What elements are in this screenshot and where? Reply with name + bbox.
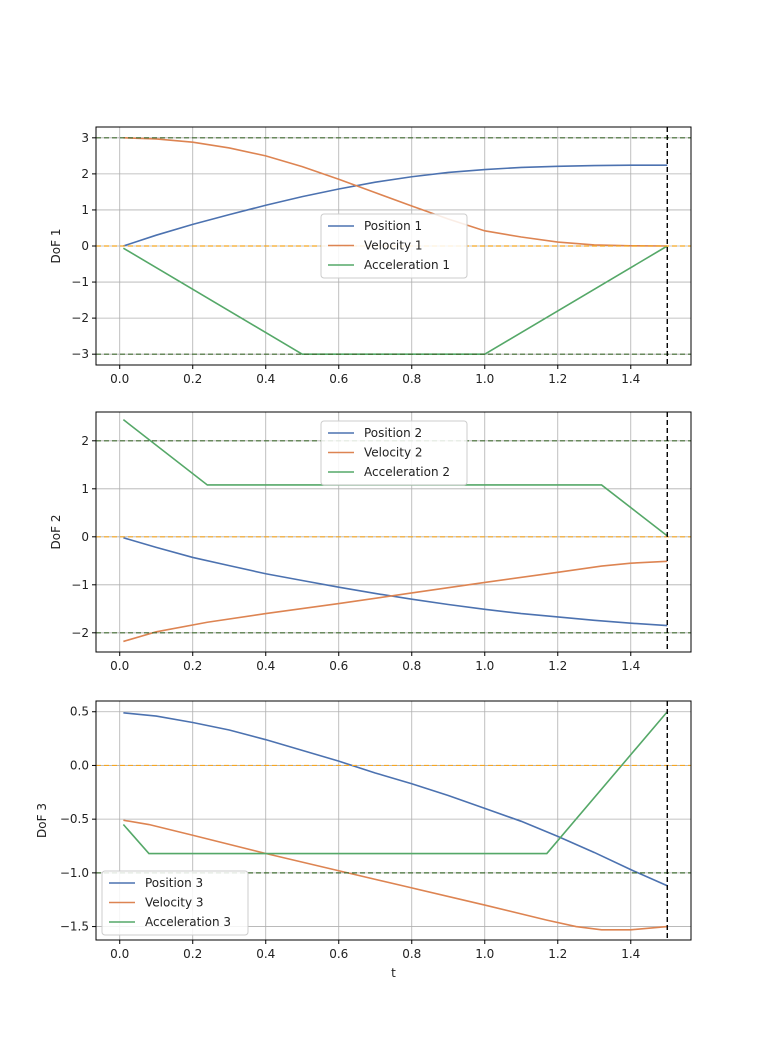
subplot-3: 0.0 0.2 0.4 0.6 0.8 1.0 1.2 1.4 −1.5 −1.0 −0.5 0.0 0… <box>35 700 692 980</box>
y-tick-label: −1.5 <box>60 920 89 934</box>
y-axis-label: DoF 2 <box>49 515 63 550</box>
axes-frame <box>95 411 692 653</box>
y-axis-label: DoF 3 <box>35 803 49 838</box>
legend-label: Acceleration 2 <box>364 465 450 479</box>
legend-label: Acceleration 1 <box>364 258 450 272</box>
subplot-2: 0.0 0.2 0.4 0.6 0.8 1.0 1.2 1.4 −2 −1 0 1 2 DoF 2 Posi… <box>49 411 692 673</box>
x-tick-label: 0.2 <box>183 947 202 961</box>
y-axis-label: DoF 1 <box>49 229 63 264</box>
series-line-acceleration-3 <box>122 711 668 855</box>
x-tick-label: 0.4 <box>256 372 275 386</box>
legend-label: Position 2 <box>364 426 422 440</box>
x-tick-label: 1.2 <box>548 659 567 673</box>
y-tick-label: 0.0 <box>70 758 89 772</box>
y-tick-label: 0.5 <box>70 705 89 719</box>
y-tick-label: −3 <box>71 347 89 361</box>
y-tick-label: −1 <box>71 578 89 592</box>
legend-label: Velocity 1 <box>364 239 423 253</box>
y-tick-label: 2 <box>81 167 89 181</box>
x-tick-label: 1.2 <box>548 372 567 386</box>
legend-box <box>101 870 249 936</box>
subplot-1: 0.0 0.2 0.4 0.6 0.8 1.0 1.2 1.4 −3 −2 −1 0 1 2 3 DoF 1 P… <box>49 126 692 386</box>
legend: Position 2 Velocity 2 Acceleration 2 <box>320 420 468 486</box>
legend: Position 1 Velocity 1 Acceleration 1 <box>320 213 468 279</box>
y-tick-label: −2 <box>71 626 89 640</box>
y-tick-label: 0 <box>81 530 89 544</box>
x-tick-label: 0.6 <box>329 947 348 961</box>
y-tick-label: −1.0 <box>60 866 89 880</box>
legend-label: Velocity 2 <box>364 446 423 460</box>
legend-label: Acceleration 3 <box>145 915 231 929</box>
x-tick-label: 1.0 <box>475 947 494 961</box>
y-tick-label: 1 <box>81 482 89 496</box>
legend-label: Velocity 3 <box>145 896 204 910</box>
y-tick-label: 0 <box>81 239 89 253</box>
legend-box <box>320 420 468 486</box>
x-tick-label: 0.0 <box>110 372 129 386</box>
x-tick-label: 0.4 <box>256 947 275 961</box>
x-tick-label: 0.8 <box>402 947 421 961</box>
series-line-velocity-1 <box>123 137 668 247</box>
axes-frame <box>95 700 692 941</box>
series-line-position-2 <box>123 536 668 627</box>
x-tick-label: 0.2 <box>183 659 202 673</box>
x-axis-label: t <box>391 966 396 980</box>
x-tick-label: 0.6 <box>329 372 348 386</box>
y-tick-label: 3 <box>81 131 89 145</box>
x-tick-label: 0.2 <box>183 372 202 386</box>
y-tick-label: −2 <box>71 311 89 325</box>
x-tick-label: 1.4 <box>621 372 640 386</box>
y-tick-label: −0.5 <box>60 812 89 826</box>
legend-label: Position 3 <box>145 876 203 890</box>
y-tick-label: 1 <box>81 203 89 217</box>
x-tick-label: 0.6 <box>329 659 348 673</box>
x-tick-label: 1.0 <box>475 659 494 673</box>
x-tick-label: 0.8 <box>402 659 421 673</box>
y-tick-label: −1 <box>71 275 89 289</box>
x-tick-label: 1.2 <box>548 947 567 961</box>
x-tick-label: 1.4 <box>621 947 640 961</box>
series-line-velocity-3 <box>123 819 668 931</box>
x-tick-label: 1.0 <box>475 372 494 386</box>
legend-label: Position 1 <box>364 219 422 233</box>
x-tick-label: 0.0 <box>110 659 129 673</box>
x-tick-label: 0.0 <box>110 947 129 961</box>
series-line-position-3 <box>123 712 668 887</box>
x-tick-label: 0.8 <box>402 372 421 386</box>
legend-box <box>320 213 468 279</box>
y-tick-label: 2 <box>81 434 89 448</box>
x-tick-label: 1.4 <box>621 659 640 673</box>
legend: Position 3 Velocity 3 Acceleration 3 <box>101 870 249 936</box>
series-line-position-1 <box>123 164 668 247</box>
x-tick-label: 0.4 <box>256 659 275 673</box>
series-line-velocity-2 <box>123 560 668 643</box>
